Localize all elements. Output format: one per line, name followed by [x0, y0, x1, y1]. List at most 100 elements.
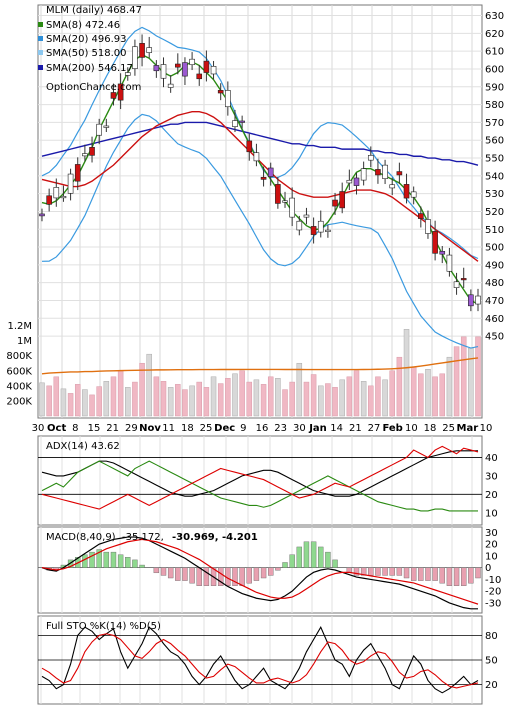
macd-histogram-bar: [239, 567, 245, 586]
volume-tick-label: 200K: [6, 396, 32, 407]
price-candle: [267, 167, 274, 178]
price-candle: [346, 179, 353, 184]
macd-histogram-bar: [389, 567, 395, 576]
price-candle: [418, 213, 424, 219]
volume-tick-label: 800K: [6, 351, 32, 362]
volume-bar: [117, 370, 124, 417]
volume-bar: [146, 353, 152, 417]
price-candle: [439, 251, 446, 255]
volume-bar: [425, 369, 431, 417]
adx-series--DI: [41, 445, 479, 510]
x-tick-label: 15: [88, 423, 101, 434]
macd-histogram-bar: [475, 567, 481, 579]
volume-bar: [275, 378, 281, 417]
price-tick-label: 600: [485, 64, 504, 75]
volume-bar: [217, 383, 224, 417]
price-tick-label: 560: [485, 136, 504, 147]
price-candle: [253, 152, 260, 162]
volume-bar: [325, 383, 331, 417]
price-tick-label: 620: [485, 29, 504, 40]
volume-bar: [153, 376, 160, 417]
macd-histogram-bar: [167, 567, 174, 579]
macd-histogram-bar: [189, 567, 195, 584]
macd-histogram-bar: [289, 554, 295, 568]
legend-swatch: [38, 22, 43, 27]
price-candle: [182, 62, 188, 77]
macd-histogram-bar: [139, 564, 145, 568]
volume-tick-label: 400K: [6, 381, 32, 392]
price-candle: [332, 199, 338, 207]
price-candle: [396, 171, 403, 176]
price-candle: [403, 184, 410, 199]
volume-bar: [360, 381, 367, 417]
volume-bar: [439, 373, 446, 417]
volume-bar: [382, 379, 388, 417]
macd-tick-label: 20: [485, 540, 498, 551]
price-candle: [275, 184, 281, 204]
price-candle: [53, 187, 60, 199]
volume-bar: [182, 389, 188, 417]
price-candle: [375, 169, 381, 176]
macd-histogram-bar: [232, 567, 238, 586]
macd-histogram-bar: [117, 554, 124, 568]
price-candle: [367, 155, 374, 161]
volume-bar: [125, 387, 131, 417]
sma-line-sma200: [41, 121, 479, 166]
x-tick-label: 18: [424, 423, 437, 434]
macd-histogram-bar: [96, 549, 102, 568]
legend-entry: SMA(200) 546.17: [46, 63, 133, 74]
price-tick-label: 610: [485, 47, 504, 58]
volume-bar: [418, 373, 424, 417]
macd-histogram-bar: [296, 546, 303, 568]
price-candle: [96, 123, 102, 136]
volume-bar: [167, 387, 174, 417]
macd-histogram-bar: [310, 541, 317, 568]
chart-title: MLM (daily) 468.47: [46, 5, 142, 16]
volume-bar: [396, 356, 403, 417]
sto-tick-label: 50: [485, 656, 498, 667]
price-candle: [232, 120, 238, 127]
price-candle: [39, 213, 45, 217]
macd-histogram-bar: [246, 567, 252, 584]
volume-bar: [110, 376, 117, 417]
volume-bar: [310, 374, 317, 417]
adx-tick-label: 20: [485, 490, 498, 501]
x-tick-label: Feb: [382, 423, 402, 434]
volume-bar: [432, 376, 438, 417]
price-candle: [446, 254, 453, 272]
legend-swatch: [38, 36, 43, 41]
adx-title: ADX(14) 43.62: [46, 441, 120, 452]
volume-bar: [346, 376, 353, 417]
sto-title: Full STO %K(14) %D(5): [46, 621, 161, 632]
volume-bar: [210, 376, 217, 417]
legend-swatch: [38, 50, 43, 55]
volume-bar: [96, 386, 102, 417]
volume-bar: [446, 356, 453, 417]
volume-bar: [410, 366, 417, 417]
macd-histogram-bar: [360, 567, 367, 576]
macd-histogram-bar: [217, 567, 224, 586]
price-candle: [175, 63, 181, 68]
volume-bar: [132, 381, 138, 417]
price-candle: [360, 168, 367, 181]
volume-bar: [460, 336, 467, 417]
sma-line-sma50: [41, 111, 479, 262]
macd-histogram-bar: [268, 567, 274, 576]
macd-series-Signal: [41, 538, 479, 605]
price-tick-label: 510: [485, 225, 504, 236]
macd-histogram-bar: [82, 554, 88, 568]
volume-bar: [67, 393, 74, 417]
volume-bar: [239, 370, 245, 417]
macd-histogram-bar: [125, 557, 131, 568]
price-candle: [325, 229, 331, 232]
price-tick-label: 490: [485, 260, 504, 271]
macd-histogram-bar: [282, 562, 288, 568]
legend-entry: SMA(20) 496.93: [46, 34, 127, 45]
volume-tick-label: 1M: [17, 336, 32, 347]
macd-series-MACD: [41, 536, 478, 610]
price-candle: [303, 214, 310, 218]
macd-histogram-bar: [418, 567, 424, 581]
x-tick-label: 21: [349, 423, 362, 434]
x-tick-label: 11: [162, 423, 175, 434]
price-candle: [353, 177, 360, 186]
